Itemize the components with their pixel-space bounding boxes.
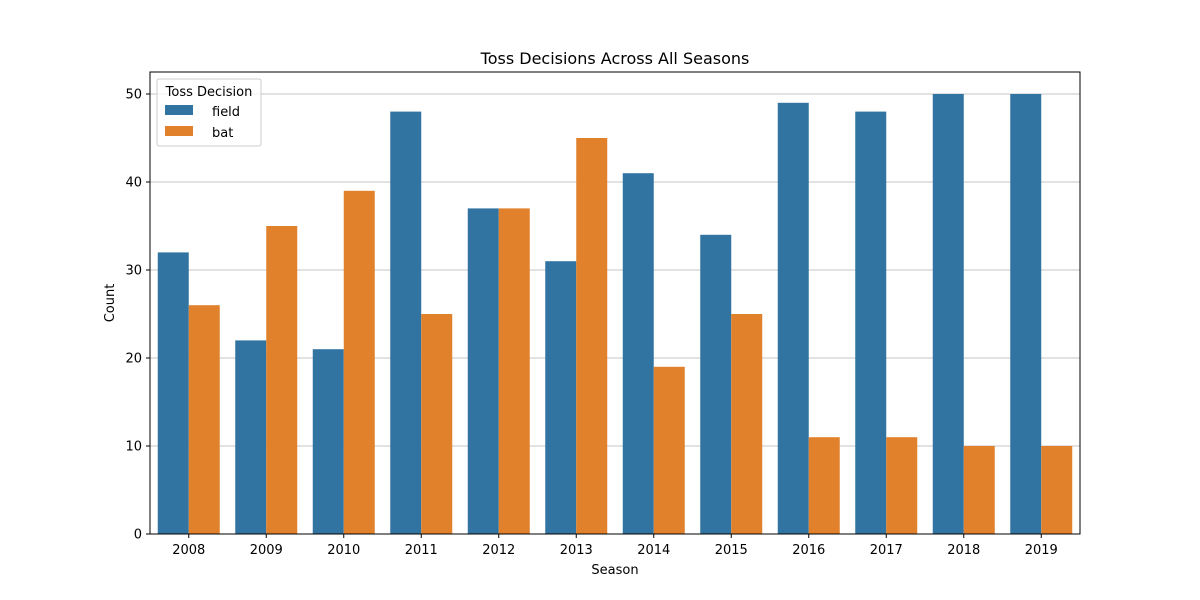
legend-swatch-field [165, 105, 193, 115]
bar-field-2017 [855, 111, 887, 534]
bar-field-2016 [777, 102, 809, 535]
bar-field-2008 [157, 252, 189, 534]
y-axis-label: Count [103, 284, 118, 323]
bars [157, 94, 1073, 535]
bar-bat-2010 [343, 190, 375, 535]
legend-label-field: field [212, 105, 240, 120]
bar-field-2011 [390, 111, 422, 534]
legend-swatch-bat [165, 126, 193, 136]
y-tick-label: 50 [125, 88, 142, 103]
plot-frame [149, 71, 1081, 535]
bar-field-2015 [700, 234, 732, 535]
bar-bat-2009 [266, 226, 298, 534]
x-tick-label: 2011 [405, 543, 438, 558]
y-tick-label: 0 [134, 528, 142, 543]
x-tick-label: 2012 [482, 543, 515, 558]
bar-bat-2016 [808, 437, 840, 534]
x-axis-label: Season [591, 563, 638, 578]
bar-field-2012 [467, 208, 499, 534]
x-tick-label: 2008 [172, 543, 205, 558]
legend-title: Toss Decision [165, 85, 253, 100]
x-axis-ticks: 2008 2009 2010 2011 2012 2013 2014 2015 2016 2017… [172, 534, 1058, 558]
x-tick-label: 2015 [715, 543, 748, 558]
y-axis-ticks: 0 10 20 30 40 50 [125, 88, 150, 543]
x-tick-label: 2019 [1025, 543, 1058, 558]
legend-label-bat: bat [212, 126, 233, 141]
bar-bat-2018 [963, 446, 995, 534]
bar-bat-2015 [731, 314, 763, 534]
y-tick-label: 10 [125, 440, 142, 455]
bar-bat-2008 [188, 305, 220, 534]
chart-title: Toss Decisions Across All Seasons [480, 49, 750, 68]
bar-bat-2014 [653, 366, 685, 534]
x-tick-label: 2013 [560, 543, 593, 558]
bar-bat-2019 [1041, 446, 1073, 534]
x-tick-label: 2010 [327, 543, 360, 558]
y-tick-label: 30 [125, 264, 142, 279]
bar-field-2019 [1010, 94, 1042, 534]
x-tick-label: 2014 [637, 543, 670, 558]
legend: Toss Decision field bat [156, 78, 262, 147]
bar-bat-2017 [886, 437, 918, 534]
x-tick-label: 2009 [250, 543, 283, 558]
bar-field-2013 [545, 261, 577, 534]
bar-field-2018 [932, 94, 964, 534]
y-tick-label: 20 [125, 352, 142, 367]
x-tick-label: 2017 [870, 543, 903, 558]
bar-bat-2012 [498, 208, 530, 534]
bar-bat-2013 [576, 138, 608, 534]
y-tick-label: 40 [125, 176, 142, 191]
bar-field-2010 [312, 349, 344, 534]
bar-field-2014 [622, 173, 654, 534]
x-tick-label: 2016 [792, 543, 825, 558]
x-tick-label: 2018 [947, 543, 980, 558]
bar-field-2009 [235, 340, 267, 534]
bar-bat-2011 [421, 314, 453, 534]
